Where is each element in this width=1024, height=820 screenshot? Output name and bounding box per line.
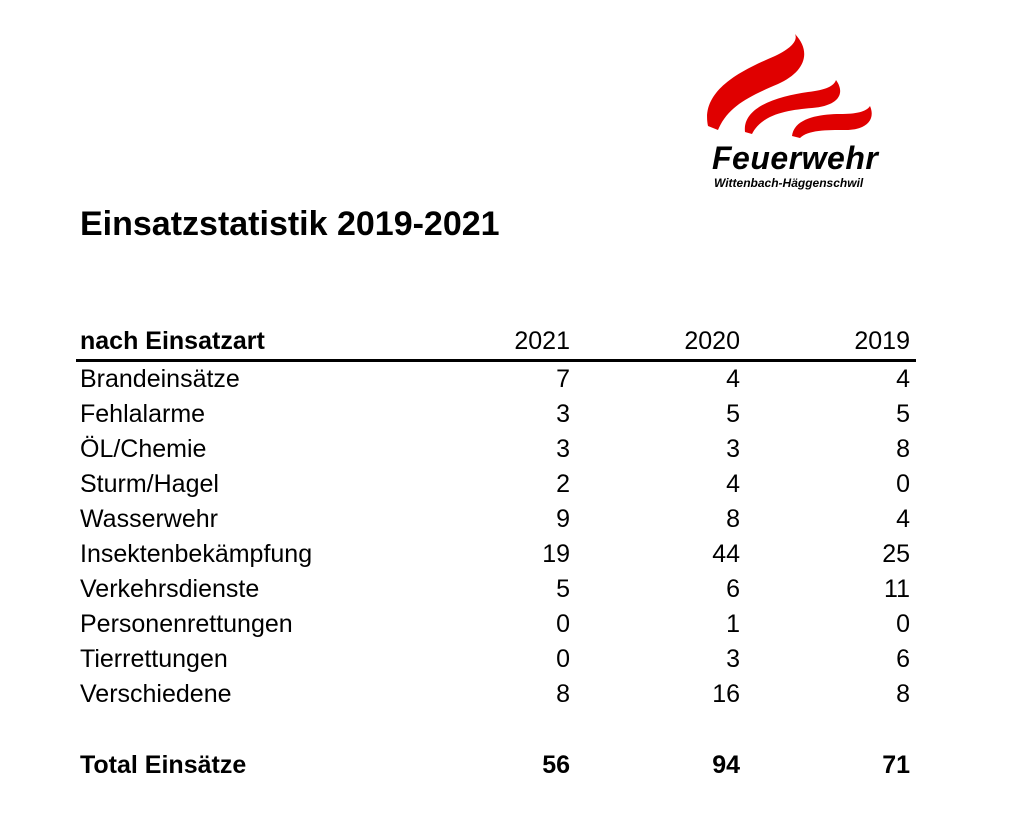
row-value: 8 [726,505,740,533]
table-row: Verkehrsdienste 5 6 11 [76,572,916,607]
row-value: 3 [726,645,740,673]
row-label: Insektenbekämpfung [80,540,313,568]
row-value: 19 [542,540,570,568]
row-value: 4 [726,365,740,393]
flame-icon [707,34,872,138]
header-year: 2021 [406,324,576,362]
table-row: Fehlalarme 3 5 5 [76,397,916,432]
logo-subtitle: Wittenbach-Häggenschwil [714,176,864,190]
row-value: 3 [556,435,570,463]
row-label: Fehlalarme [80,400,206,428]
row-value: 25 [882,540,910,568]
row-value: 6 [896,645,910,673]
table-row: ÖL/Chemie 3 3 8 [76,432,916,467]
statistics-table: nach Einsatzart 2021 2020 2019 Brandeins… [76,324,916,783]
row-value: 8 [896,680,910,708]
row-label: Verkehrsdienste [80,575,260,603]
table-row: Verschiedene 8 16 8 [76,677,916,712]
row-value: 9 [556,505,570,533]
header-year: 2020 [576,324,746,362]
table-row: Brandeinsätze 7 4 4 [76,361,916,398]
row-value: 7 [556,365,570,393]
row-label: Verschiedene [80,680,232,708]
row-value: 4 [726,470,740,498]
row-value: 0 [556,645,570,673]
row-value: 5 [556,575,570,603]
table-row: Insektenbekämpfung 19 44 25 [76,537,916,572]
row-label: ÖL/Chemie [80,435,207,463]
header-category-label: nach Einsatzart [76,324,406,362]
page-title: Einsatzstatistik 2019-2021 [80,205,500,243]
row-value: 5 [726,400,740,428]
row-value: 0 [896,610,910,638]
table-row: Wasserwehr 9 8 4 [76,502,916,537]
table-row: Tierrettungen 0 3 6 [76,642,916,677]
row-value: 4 [896,505,910,533]
row-value: 1 [726,610,740,638]
row-value: 8 [896,435,910,463]
row-value: 8 [556,680,570,708]
row-value: 11 [884,575,910,603]
row-value: 2 [556,470,570,498]
table-row: Sturm/Hagel 2 4 0 [76,467,916,502]
feuerwehr-logo: Feuerwehr Wittenbach-Häggenschwil [700,34,920,194]
header-year: 2019 [746,324,916,362]
row-value: 5 [896,400,910,428]
table-header-row: nach Einsatzart 2021 2020 2019 [76,324,916,362]
row-label: Wasserwehr [80,505,218,533]
table-row: Personenrettungen 0 1 0 [76,607,916,642]
row-label: Tierrettungen [80,645,228,673]
total-value: 71 [882,751,910,779]
row-value: 16 [712,680,740,708]
row-value: 4 [896,365,910,393]
row-value: 3 [726,435,740,463]
row-value: 3 [556,400,570,428]
row-value: 6 [726,575,740,603]
row-value: 44 [712,540,740,568]
logo-wordmark: Feuerwehr [712,140,879,176]
row-label: Brandeinsätze [80,365,240,393]
total-value: 56 [542,751,570,779]
row-value: 0 [896,470,910,498]
total-label: Total Einsätze [80,751,247,779]
total-value: 94 [712,751,740,779]
row-label: Personenrettungen [80,610,293,638]
table-spacer [76,712,916,748]
row-label: Sturm/Hagel [80,470,219,498]
total-row: Total Einsätze 56 94 71 [76,748,916,783]
row-value: 0 [556,610,570,638]
